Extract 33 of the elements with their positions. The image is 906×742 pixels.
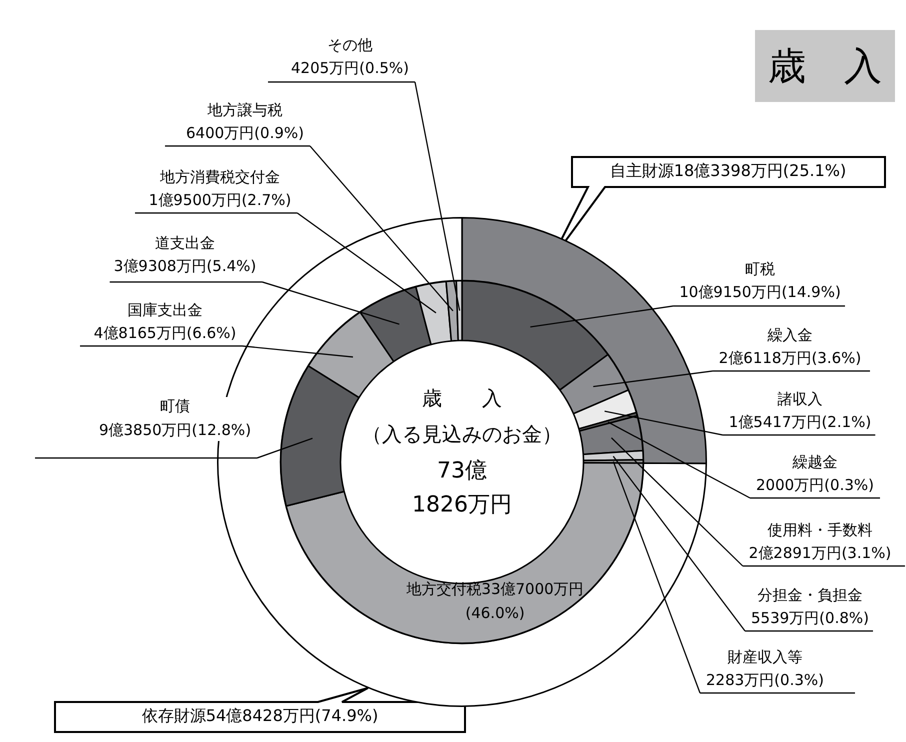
- slice-label: 使用料・手数料: [768, 520, 872, 539]
- slice-label: 町債: [160, 396, 190, 415]
- slice-label: 財産収入等: [728, 648, 802, 666]
- data-label: 2億2891万円(3.1%): [748, 544, 892, 562]
- slice-label: 地方譲与税: [206, 100, 282, 119]
- text: （入る見込みのお金）: [362, 422, 562, 446]
- data-label: 5539万円(0.8%): [751, 608, 869, 627]
- slice-label: 地方消費税交付金: [159, 168, 280, 186]
- data-label: 1億9500万円(2.7%): [148, 190, 292, 209]
- slice-label: 道支出金: [155, 234, 215, 252]
- data-label: 10億9150万円(14.9%): [679, 282, 841, 301]
- text: 歳 入: [422, 386, 502, 410]
- data-label: 2283万円(0.3%): [706, 670, 824, 689]
- slice-label: 町税: [745, 260, 775, 278]
- data-label: 1億5417万円(2.1%): [728, 412, 872, 431]
- text: 73億: [437, 458, 487, 484]
- slice-label: 諸収入: [778, 390, 822, 408]
- data-label: 9億3850万円(12.8%): [98, 420, 252, 439]
- slice-label: 分担金・負担金: [758, 586, 862, 604]
- text: 1826万円: [412, 492, 512, 518]
- data-label: 2000万円(0.3%): [756, 476, 874, 494]
- slice-label: 繰入金: [766, 326, 812, 344]
- data-label: 4億8165万円(6.6%): [94, 324, 236, 342]
- slice-label: 繰越金: [792, 452, 838, 471]
- slice-label: 自主財源18億3398万円(25.1%): [610, 161, 846, 180]
- data-label: 6400万円(0.9%): [186, 124, 304, 142]
- data-label: 2億6118万円(3.6%): [718, 348, 862, 367]
- slice-label: その他: [328, 36, 372, 54]
- data-label: 3億9308万円(5.4%): [114, 256, 256, 275]
- slice-label: 依存財源54億8428万円(74.9%): [142, 706, 378, 726]
- data-label: 4205万円(0.5%): [291, 58, 409, 77]
- slice-label: 国庫支出金: [128, 300, 202, 319]
- chart-title: 歳 入: [755, 30, 895, 102]
